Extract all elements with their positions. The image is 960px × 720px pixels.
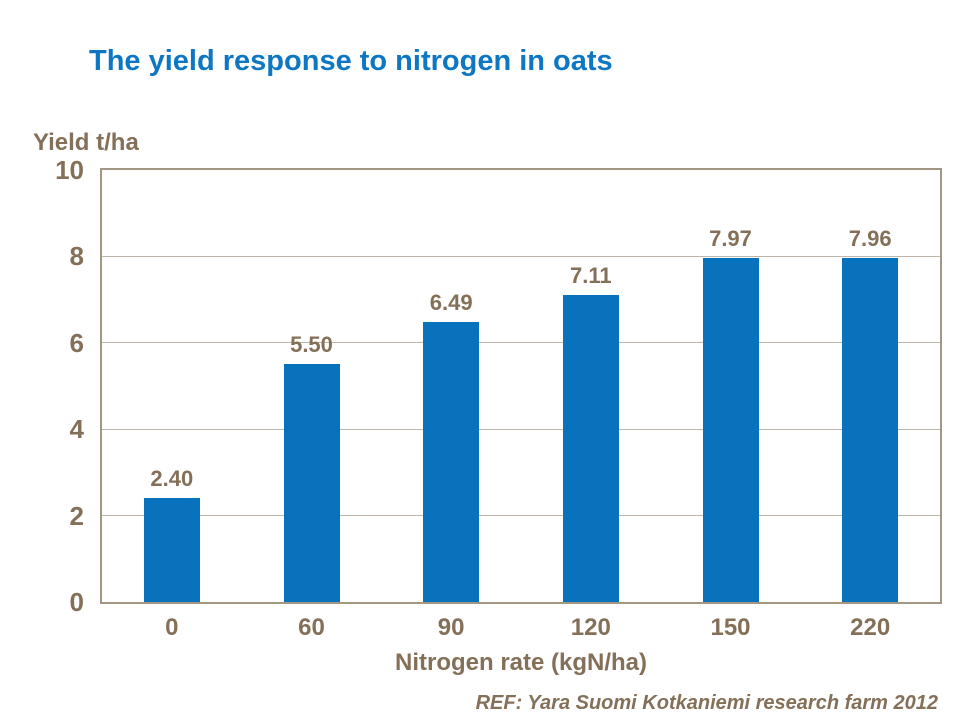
x-axis-title: Nitrogen rate (kgN/ha) [394, 649, 648, 676]
y-axis-unit-label: Yield t/ha [33, 129, 139, 156]
plot-area [100, 168, 942, 604]
x-tick-label: 90 [437, 614, 465, 641]
bar-value-label: 6.49 [429, 289, 473, 315]
bar [283, 364, 340, 602]
gridline [102, 428, 940, 430]
bar-value-label: 5.50 [290, 332, 333, 358]
y-tick-label: 8 [69, 241, 84, 272]
gridline [102, 515, 940, 517]
bar-value-label: 7.97 [709, 225, 752, 251]
gridline [102, 255, 940, 257]
x-tick-label: 220 [850, 614, 891, 641]
y-tick-label: 10 [55, 155, 84, 185]
x-tick-label: 120 [570, 614, 611, 641]
gridline [102, 342, 940, 344]
bar [143, 498, 200, 602]
reference-note: REF: Yara Suomi Kotkaniemi research farm… [475, 692, 938, 714]
y-tick-label: 6 [69, 327, 84, 358]
x-tick-label: 150 [710, 614, 751, 641]
y-tick-label: 2 [69, 500, 84, 531]
x-tick-label: 60 [298, 614, 325, 641]
bar [702, 257, 759, 602]
bar-value-label: 7.11 [570, 262, 612, 288]
bar-value-label: 2.40 [150, 466, 194, 492]
y-tick-label: 0 [69, 587, 84, 617]
y-tick-label: 4 [69, 414, 84, 445]
bar-value-label: 7.96 [848, 226, 892, 252]
bar [423, 321, 480, 602]
x-tick-label: 0 [165, 614, 179, 641]
bar [562, 294, 619, 602]
chart-title: The yield response to nitrogen in oats [89, 45, 613, 77]
bar [842, 258, 899, 602]
